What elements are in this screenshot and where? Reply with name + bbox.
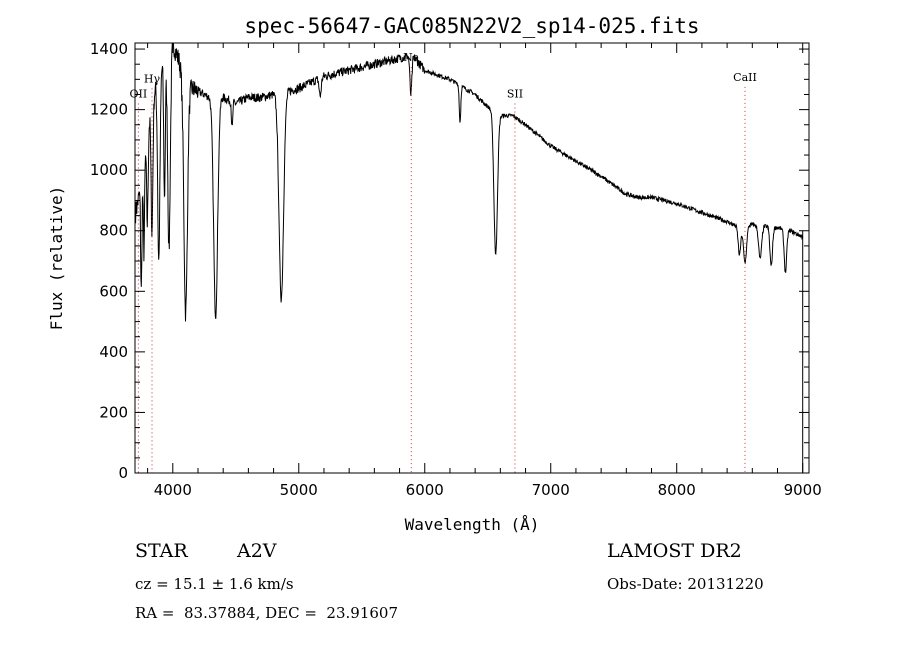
spectral-subclass-label: A2V [237,540,277,562]
y-tick-label: 0 [118,464,128,482]
y-tick-label: 600 [99,282,128,300]
line-marker-label: Hγ [144,72,161,85]
x-tick-label: 8000 [658,481,696,499]
y-tick-label: 400 [99,343,128,361]
x-tick-label: 5000 [280,481,318,499]
y-tick-label: 1200 [90,101,128,119]
object-type-label: STAR [135,540,188,562]
obs-date-readout: Obs-Date: 20131220 [607,575,764,593]
redshift-readout: cz = 15.1 ± 1.6 km/s [135,575,294,593]
plot-frame [134,42,810,474]
y-axis-label: Flux (relative) [47,186,66,331]
y-tick-label: 1000 [90,161,128,179]
x-axis-label: Wavelength (Å) [405,515,540,534]
coordinates-readout: RA = 83.37884, DEC = 23.91607 [135,604,399,622]
x-tick-label: 7000 [532,481,570,499]
x-tick-label: 4000 [154,481,192,499]
line-marker-label: SII [507,88,523,101]
spectrum-series-line [135,42,804,473]
axis-layer: 4000 5000 6000 7000 8000 9000 0 200 400 600 800 100… [90,40,822,499]
plot-layer [135,42,804,473]
x-tick-label: 9000 [784,481,822,499]
y-tick-label: 1400 [90,40,128,58]
x-tick-label: 6000 [406,481,444,499]
y-tick-label: 200 [99,403,128,421]
y-tick-label: 800 [99,222,128,240]
survey-label: LAMOST DR2 [607,540,742,562]
line-marker-label: CaII [733,71,757,84]
line-marker-label: Na [403,51,420,64]
chart-title: spec-56647-GAC085N22V2_sp14-025.fits [244,14,699,38]
